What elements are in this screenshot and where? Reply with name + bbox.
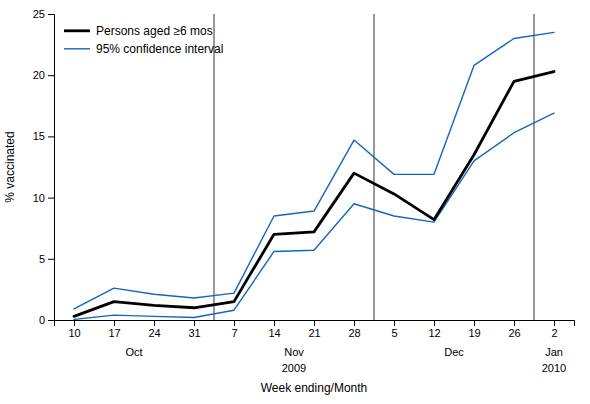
legend-entry: Persons aged ≥6 mos	[64, 24, 213, 38]
x-tick-mark	[354, 320, 355, 326]
x-tick-mark	[554, 320, 555, 326]
y-tick-label: 5	[39, 253, 45, 265]
x-axis-title: Week ending/Month	[261, 381, 368, 395]
x-tick-label: 10	[68, 327, 80, 339]
y-tick: 20	[33, 69, 54, 81]
y-tick: 25	[33, 8, 54, 20]
x-tick: 26	[508, 320, 520, 339]
y-tick-label: 20	[33, 69, 45, 81]
x-tick-label: 7	[231, 327, 237, 339]
x-tick: 28	[348, 320, 360, 339]
x-axis: 10 17 24 31 7 14 21 28 5 12 19 26 2	[55, 320, 575, 339]
x-tick-label: 26	[508, 327, 520, 339]
y-tick-label: 25	[33, 8, 45, 20]
legend: Persons aged ≥6 mos 95% confidence interv…	[64, 24, 223, 56]
y-tick-mark	[48, 320, 54, 321]
y-tick-mark	[48, 136, 54, 137]
legend-label: 95% confidence interval	[96, 42, 223, 56]
x-tick: 5	[391, 320, 397, 339]
month-label: Oct	[125, 346, 142, 358]
y-tick-label: 15	[33, 130, 45, 142]
y-tick-label: 10	[33, 192, 45, 204]
x-tick: 12	[428, 320, 440, 339]
plot: 0 5 10 15 20 25 10 17 24 31 7 14 21 28 5 12 19 26 2 Oct Nov D…	[3, 8, 575, 395]
x-tick-label: 31	[188, 327, 200, 339]
x-tick-mark	[154, 320, 155, 326]
x-tick-mark	[394, 320, 395, 326]
x-tick-label: 14	[268, 327, 280, 339]
x-tick: 7	[231, 320, 237, 339]
month-label: Dec	[444, 346, 464, 358]
x-axis-line	[55, 321, 575, 327]
x-tick: 10	[68, 320, 80, 339]
x-tick-label: 17	[108, 327, 120, 339]
x-tick-mark	[274, 320, 275, 326]
y-tick-mark	[48, 198, 54, 199]
y-axis: 0 5 10 15 20 25	[33, 8, 55, 326]
x-tick-mark	[194, 320, 195, 326]
y-tick-mark	[48, 75, 54, 76]
legend-swatch	[64, 48, 90, 49]
y-tick: 5	[39, 253, 54, 265]
x-tick-mark	[514, 320, 515, 326]
x-tick-label: 2	[551, 327, 557, 339]
series-line	[74, 72, 554, 317]
legend-entry: 95% confidence interval	[64, 42, 223, 56]
y-tick: 0	[39, 314, 54, 326]
month-label: Jan	[545, 346, 563, 358]
x-tick-mark	[114, 320, 115, 326]
y-tick-label: 0	[39, 314, 45, 326]
y-tick: 15	[33, 130, 54, 142]
x-tick: 21	[308, 320, 320, 339]
x-tick: 17	[108, 320, 120, 339]
separator-line	[214, 14, 215, 320]
separator-line	[374, 14, 375, 320]
x-tick: 31	[188, 320, 200, 339]
x-tick-label: 5	[391, 327, 397, 339]
x-tick-label: 12	[428, 327, 440, 339]
x-tick-mark	[314, 320, 315, 326]
separator-line	[534, 14, 535, 320]
x-tick-label: 28	[348, 327, 360, 339]
y-axis-line	[48, 15, 55, 321]
legend-swatch	[64, 29, 90, 32]
x-tick: 19	[468, 320, 480, 339]
y-tick: 10	[33, 192, 54, 204]
series-line	[74, 113, 554, 319]
x-tick-label: 21	[308, 327, 320, 339]
x-tick-label: 19	[468, 327, 480, 339]
x-tick-mark	[474, 320, 475, 326]
x-tick: 14	[268, 320, 280, 339]
legend-label: Persons aged ≥6 mos	[96, 24, 213, 38]
year-label: 2009	[282, 362, 306, 374]
x-tick-mark	[434, 320, 435, 326]
x-tick: 2	[551, 320, 557, 339]
x-tick-mark	[234, 320, 235, 326]
y-tick-mark	[48, 14, 54, 15]
year-label: 2010	[542, 362, 566, 374]
series-line	[74, 32, 554, 309]
x-tick-mark	[74, 320, 75, 326]
y-tick-mark	[48, 259, 54, 260]
marks	[74, 14, 554, 320]
x-tick-label: 24	[148, 327, 160, 339]
month-label: Nov	[284, 346, 304, 358]
x-tick: 24	[148, 320, 160, 339]
y-axis-title: % vaccinated	[3, 131, 17, 202]
chart: 0 5 10 15 20 25 10 17 24 31 7 14 21 28 5 12 19 26 2 Oct Nov D…	[0, 0, 590, 404]
